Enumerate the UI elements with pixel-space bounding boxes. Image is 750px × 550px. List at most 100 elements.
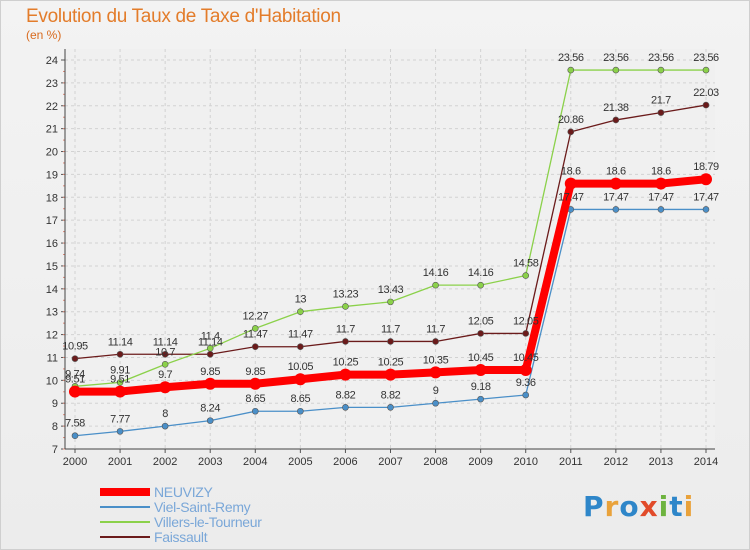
- data-point: [342, 404, 349, 411]
- data-point: [161, 422, 169, 430]
- logo-letter: P: [583, 490, 605, 523]
- y-tick-label: 22: [46, 101, 58, 113]
- y-tick-label: 10: [46, 375, 58, 387]
- data-point: [474, 364, 487, 377]
- data-point: [206, 350, 214, 358]
- legend-label: Villers-le-Tourneur: [154, 513, 262, 530]
- data-point: [69, 385, 81, 398]
- y-tick-label: 9: [52, 398, 58, 410]
- data-point: [384, 368, 397, 381]
- x-tick-label: 2012: [604, 456, 628, 468]
- logo-letter: x: [639, 490, 659, 523]
- data-label: 12.27: [243, 310, 269, 322]
- logo-letter: t: [669, 490, 684, 523]
- data-point: [702, 101, 710, 109]
- chart-title: Evolution du Taux de Taxe d'Habitation: [26, 6, 341, 27]
- data-point: [612, 116, 620, 124]
- data-label: 10.25: [333, 357, 359, 369]
- data-label: 23.56: [603, 52, 629, 64]
- y-tick-label: 20: [46, 147, 58, 159]
- logo-letter: i: [658, 490, 670, 523]
- data-label: 22.03: [693, 87, 719, 99]
- data-label: 9.85: [200, 366, 220, 378]
- data-label: 14.58: [513, 258, 539, 270]
- data-label: 11.47: [288, 329, 313, 341]
- data-point: [342, 303, 349, 310]
- y-tick-label: 18: [46, 192, 58, 204]
- data-point: [564, 177, 577, 190]
- axes: 7 8 9 10 11 12 13 14 15 16 17 18 19 20 21 22 23 24 2000 200…: [46, 49, 718, 468]
- data-point: [251, 407, 259, 415]
- data-label: 10.45: [513, 352, 539, 364]
- data-label: 8.82: [381, 389, 401, 401]
- y-tick-label: 21: [46, 124, 58, 136]
- data-label: 9.51: [110, 374, 130, 386]
- data-point: [612, 206, 620, 213]
- series-layer: [69, 66, 712, 440]
- logo-letter: r: [604, 490, 620, 523]
- data-label: 12.05: [468, 315, 494, 327]
- data-point: [71, 355, 79, 362]
- x-tick-label: 2009: [468, 456, 492, 468]
- data-point: [522, 272, 530, 279]
- data-label: 13.43: [378, 284, 404, 296]
- data-label: 13: [295, 294, 307, 306]
- grid-lines: [65, 49, 715, 450]
- data-label: 17.47: [648, 191, 674, 203]
- x-tick-label: 2007: [378, 456, 402, 468]
- data-label: 18.6: [561, 166, 581, 178]
- y-tick-label: 19: [46, 169, 58, 181]
- data-point: [251, 325, 259, 332]
- data-point: [654, 177, 667, 190]
- data-point: [297, 407, 304, 415]
- data-point: [702, 66, 710, 74]
- data-label: 17.47: [558, 191, 584, 203]
- data-point: [432, 399, 439, 407]
- data-point: [387, 298, 394, 306]
- data-point: [567, 128, 575, 136]
- x-tick-label: 2011: [559, 456, 583, 468]
- data-label: 10.35: [423, 354, 449, 366]
- data-label: 17.47: [603, 191, 629, 203]
- data-label: 7.58: [65, 418, 85, 430]
- data-label: 9.74: [65, 368, 85, 380]
- proxiti-logo: Proxiti: [583, 490, 694, 523]
- data-label: 8.65: [290, 393, 310, 405]
- data-label: 21.38: [603, 102, 629, 114]
- legend-item: NEUVIZY: [100, 483, 262, 500]
- data-point: [159, 381, 172, 394]
- data-point: [657, 206, 665, 213]
- data-label: 9.18: [471, 381, 491, 393]
- data-point: [251, 343, 259, 351]
- y-tick-label: 15: [46, 261, 58, 273]
- legend-label: Faissault: [154, 528, 208, 545]
- logo-letter: i: [683, 490, 695, 523]
- data-label: 7.77: [110, 413, 130, 425]
- data-label: 10.7: [155, 346, 175, 358]
- y-tick-label: 24: [46, 55, 58, 67]
- data-point: [657, 109, 665, 116]
- legend-item: Villers-le-Tourneur: [100, 513, 262, 530]
- x-tick-label: 2005: [288, 456, 312, 468]
- data-point: [116, 379, 124, 386]
- legend-label: NEUVIZY: [154, 483, 213, 500]
- data-point: [204, 377, 217, 390]
- logo-letter: o: [619, 490, 640, 523]
- data-point: [432, 338, 439, 345]
- data-point: [522, 391, 530, 399]
- data-label: 23.56: [648, 52, 674, 64]
- data-label: 11.14: [153, 336, 178, 348]
- data-point: [116, 350, 124, 358]
- x-tick-label: 2003: [198, 456, 222, 468]
- data-point: [477, 281, 484, 289]
- data-label: 11.14: [198, 336, 223, 348]
- data-label: 8.82: [336, 389, 356, 401]
- data-label: 11.14: [108, 336, 133, 348]
- data-point: [71, 432, 79, 440]
- data-point: [342, 338, 349, 345]
- data-point: [161, 350, 169, 358]
- data-label: 8.65: [245, 393, 265, 405]
- data-point: [612, 66, 620, 74]
- data-point: [657, 66, 665, 74]
